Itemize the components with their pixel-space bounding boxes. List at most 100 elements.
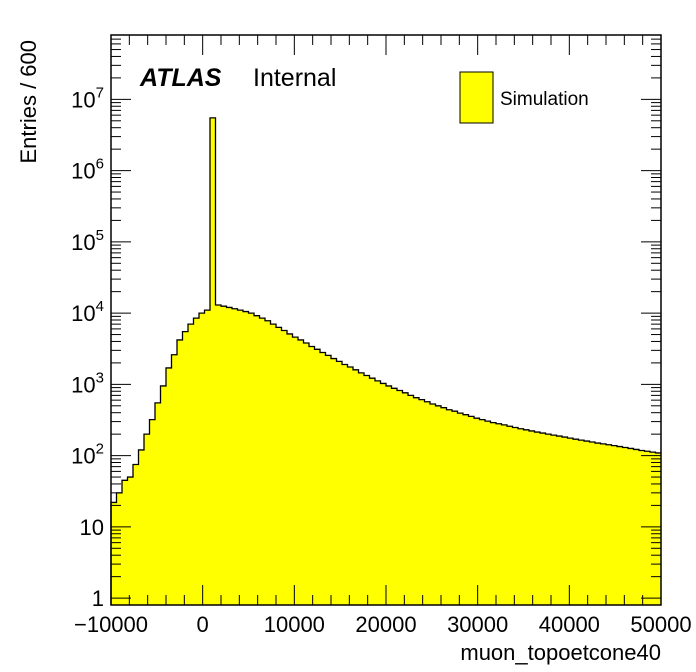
histogram-bar <box>276 327 282 605</box>
x-axis-title: muon_topoetcone40 <box>460 640 661 665</box>
histogram-bar <box>441 407 447 605</box>
histogram-bar <box>639 450 645 605</box>
histogram-bar <box>496 423 502 605</box>
histogram-bar <box>490 422 496 605</box>
atlas-label: ATLAS <box>139 64 222 92</box>
histogram-bar <box>419 399 425 605</box>
y-tick-label: 1 <box>92 586 104 611</box>
histogram-bar <box>446 409 452 605</box>
histogram-bar <box>424 401 430 605</box>
histogram-bar <box>254 315 260 605</box>
y-tick-label: 106 <box>71 156 104 184</box>
histogram-bar <box>457 413 463 605</box>
histogram-bar <box>182 331 188 605</box>
histogram-bar <box>320 352 326 605</box>
histogram-bar <box>512 427 518 605</box>
histogram-bar <box>402 392 408 605</box>
histogram-bar <box>589 442 595 605</box>
histogram-bar <box>122 480 128 605</box>
histogram-bar <box>248 313 254 605</box>
x-tick-label: −10000 <box>74 612 148 637</box>
histogram-bar <box>435 405 441 605</box>
y-axis-title: Entries / 600 <box>16 40 41 164</box>
plot-frame <box>110 34 662 606</box>
histogram-bar <box>578 440 584 605</box>
histogram-bar <box>188 324 194 605</box>
histogram-bar <box>545 434 551 605</box>
histogram-bar <box>199 313 205 605</box>
x-tick-label: 40000 <box>539 612 600 637</box>
histogram-bar <box>479 419 485 605</box>
histogram-bar <box>507 426 513 605</box>
histogram-bar <box>600 443 606 605</box>
histogram-bar <box>144 434 150 605</box>
histogram-bar <box>111 502 117 605</box>
histogram-bar <box>314 349 320 605</box>
y-tick-label: 103 <box>71 369 104 397</box>
histogram-bar <box>353 369 359 605</box>
histogram-bar <box>463 414 469 605</box>
histogram-bar <box>155 402 161 605</box>
histogram-bars <box>111 117 661 605</box>
histogram-bar <box>485 421 491 605</box>
x-tick-label: 50000 <box>630 612 691 637</box>
histogram-bar <box>166 367 172 605</box>
y-tick-label: 105 <box>71 227 104 255</box>
histogram-bar <box>474 418 480 605</box>
histogram-bar <box>281 330 287 605</box>
histogram-bar <box>573 439 579 605</box>
histogram-bar <box>408 395 414 605</box>
histogram-outline <box>110 117 661 605</box>
histogram-bar <box>413 397 419 605</box>
histogram-bar <box>303 343 309 605</box>
x-tick-labels: −10000 0 10000 20000 30000 40000 50000 <box>74 612 692 637</box>
x-tick-label: 20000 <box>355 612 416 637</box>
x-tick-label: 10000 <box>264 612 325 637</box>
histogram-bar <box>331 358 337 605</box>
histogram-bar <box>468 416 474 605</box>
histogram-bar <box>606 444 612 605</box>
histogram-bar <box>226 307 232 605</box>
histogram-bar <box>595 443 601 605</box>
atlas-status-label: Internal <box>253 64 336 92</box>
legend-label-simulation: Simulation <box>500 89 589 110</box>
histogram-bar <box>138 449 144 605</box>
x-tick-label: 0 <box>197 612 209 637</box>
y-tick-label: 102 <box>71 441 104 469</box>
histogram-bar <box>611 445 617 605</box>
histogram-bar <box>171 354 177 605</box>
histogram-bar <box>562 437 568 605</box>
histogram-bar <box>358 372 364 605</box>
histogram-bar <box>287 333 293 605</box>
histogram-bar <box>342 364 348 605</box>
y-tick-label: 104 <box>71 298 104 326</box>
histogram-bar <box>292 337 298 605</box>
histogram-bar <box>259 318 265 605</box>
histogram-bar <box>336 361 342 605</box>
histogram-bar <box>243 311 249 605</box>
histogram-bar <box>364 375 370 605</box>
histogram-bar <box>644 451 650 605</box>
histogram-bar <box>556 436 562 605</box>
y-tick-labels: 1 10 102 103 104 105 106 107 <box>71 84 104 611</box>
histogram-bar <box>149 419 155 605</box>
histogram-bar <box>655 452 661 605</box>
histogram-bar <box>221 306 227 605</box>
x-tick-label: 30000 <box>447 612 508 637</box>
histogram-bar <box>391 388 397 605</box>
histogram-bar <box>380 383 386 605</box>
histogram-bar <box>617 446 623 605</box>
histogram-bar <box>177 339 183 605</box>
histogram-bar <box>650 452 656 605</box>
histogram-bar <box>325 355 331 605</box>
histogram-bar <box>452 411 458 605</box>
histogram-bar <box>397 390 403 605</box>
histogram-bar <box>347 367 353 605</box>
legend-swatch-simulation <box>459 71 494 124</box>
histogram-bar <box>633 449 639 605</box>
histogram-bar <box>523 429 529 605</box>
histogram-bar <box>529 430 535 605</box>
histogram-bar <box>622 447 628 605</box>
histogram-bar <box>309 346 315 605</box>
